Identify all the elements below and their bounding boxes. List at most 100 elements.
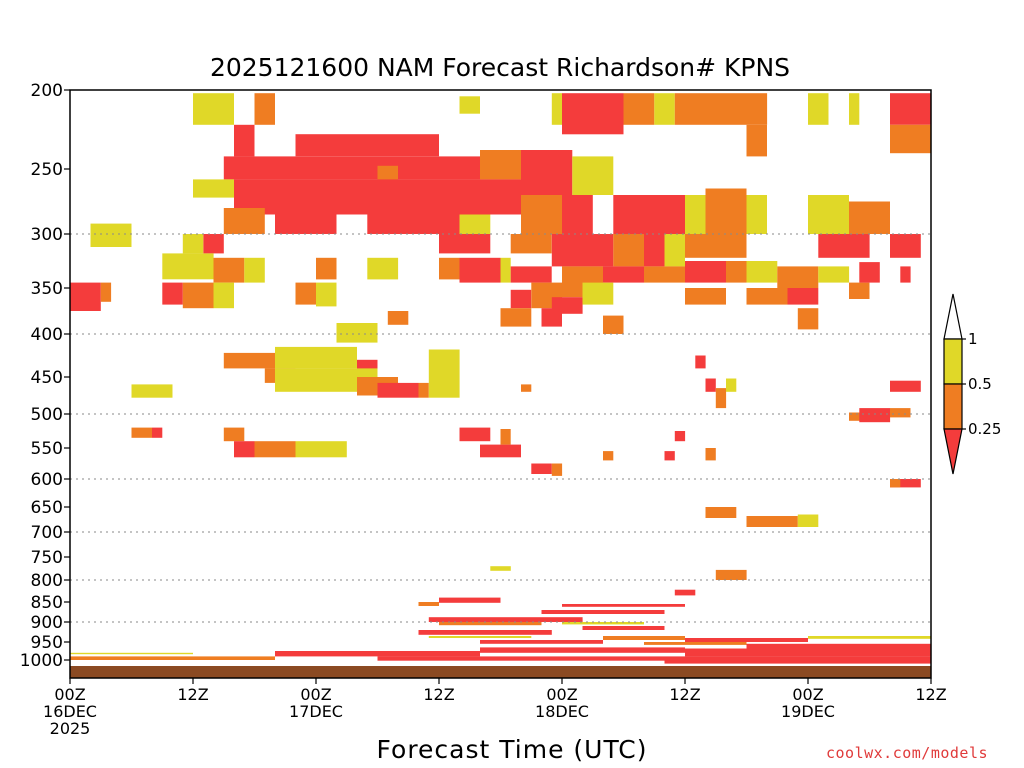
ri-cell xyxy=(705,448,716,461)
ri-cell xyxy=(726,378,737,392)
ri-cell xyxy=(480,444,521,458)
ri-cell xyxy=(459,214,491,234)
ri-cell xyxy=(510,266,552,283)
ri-band xyxy=(664,660,931,664)
ri-cell xyxy=(70,282,101,311)
ri-cell xyxy=(131,384,173,398)
ri-cell xyxy=(357,359,378,371)
ri-cell xyxy=(459,257,501,283)
ri-cell xyxy=(849,282,870,299)
ri-band xyxy=(377,656,931,661)
ri-cell xyxy=(316,257,337,280)
ri-cell xyxy=(295,441,347,458)
ri-cell xyxy=(562,195,593,234)
ri-cell xyxy=(521,150,573,195)
ri-cell xyxy=(541,308,562,327)
ri-cell xyxy=(275,214,337,234)
ri-cell xyxy=(572,156,614,195)
x-tick-label: 00Z xyxy=(546,685,577,704)
ri-cell xyxy=(551,463,563,476)
ri-cell xyxy=(510,289,532,309)
ri-cell xyxy=(623,93,655,125)
plot-frame xyxy=(69,89,932,679)
ri-cell xyxy=(500,429,511,445)
ri-cell xyxy=(500,257,511,283)
ri-cell xyxy=(500,308,532,327)
y-tick-label: 350 xyxy=(31,279,63,299)
ri-cell xyxy=(890,479,921,488)
ri-cell xyxy=(613,195,686,234)
ri-cell xyxy=(316,282,337,307)
x-tick-label: 00Z xyxy=(54,685,85,704)
ri-cell xyxy=(674,93,768,125)
ri-cell xyxy=(131,427,152,438)
x-tick-label: 12Z xyxy=(177,685,208,704)
ri-cell xyxy=(797,514,819,527)
ri-cell xyxy=(459,96,480,114)
chart-title: 2025121600 NAM Forecast Richardson# KPNS xyxy=(210,53,790,82)
x-tick-label: 00Z xyxy=(792,685,823,704)
ri-cell xyxy=(295,282,316,305)
ri-cell xyxy=(418,382,429,398)
ri-cell xyxy=(275,346,357,369)
y-tick-label: 800 xyxy=(31,571,63,591)
ri-cell xyxy=(244,257,265,283)
ri-band xyxy=(685,638,808,642)
x-tick-label: 12Z xyxy=(669,685,700,704)
ri-band xyxy=(480,640,603,644)
ri-cell xyxy=(521,384,532,392)
y-tick-label: 650 xyxy=(31,498,63,518)
ri-band xyxy=(562,604,685,607)
x-tick-label: 19DEC xyxy=(781,702,835,721)
ri-cell xyxy=(439,234,491,254)
y-tick-label: 200 xyxy=(31,81,63,101)
ri-band xyxy=(70,656,275,660)
ri-cell xyxy=(203,234,224,254)
ri-band xyxy=(644,642,747,645)
ri-cell xyxy=(777,266,819,288)
ri-cell xyxy=(859,262,880,283)
ri-cell xyxy=(367,214,460,234)
ri-cell xyxy=(480,150,521,180)
ri-cell xyxy=(664,451,675,461)
ground-strip xyxy=(70,666,931,678)
ri-cell xyxy=(859,408,891,423)
x-axis-label: Forecast Time (UTC) xyxy=(377,735,648,764)
ri-cell xyxy=(162,282,183,305)
ri-cell xyxy=(746,261,778,283)
ri-band xyxy=(439,597,501,603)
ri-cell xyxy=(654,93,675,125)
ri-band xyxy=(480,647,685,653)
ri-cell xyxy=(234,124,255,157)
ri-band xyxy=(428,617,583,622)
ri-band xyxy=(746,643,931,649)
ri-cell xyxy=(613,234,645,267)
ri-cell xyxy=(377,382,419,398)
legend-label: 0.25 xyxy=(968,420,1001,438)
legend-box-yellow xyxy=(943,338,963,385)
ri-band xyxy=(541,610,665,614)
y-tick-label: 700 xyxy=(31,523,63,543)
ri-cell xyxy=(746,195,767,234)
legend: 1 0.5 0.25 xyxy=(943,293,1001,475)
ri-cell xyxy=(890,234,921,258)
ri-cell xyxy=(726,261,747,283)
y-tick-label: 950 xyxy=(31,633,63,653)
ri-cell xyxy=(818,266,850,283)
ri-cell xyxy=(797,308,819,330)
ri-cell xyxy=(603,315,624,334)
y-axis: 200 250 300 350 400 450 500 550 600 650 700 750 8008… xyxy=(20,81,70,671)
legend-box-orange xyxy=(943,383,963,430)
ri-cell xyxy=(439,257,460,280)
ri-cell xyxy=(890,479,901,488)
ri-cell xyxy=(223,208,265,234)
x-tick-label: 00Z xyxy=(300,685,331,704)
legend-top-triangle xyxy=(943,293,963,340)
x-tick-label: 17DEC xyxy=(289,702,343,721)
ri-band xyxy=(275,651,480,657)
y-tick-label: 300 xyxy=(31,225,63,245)
ri-cell xyxy=(685,288,726,305)
ri-cell xyxy=(275,368,378,392)
